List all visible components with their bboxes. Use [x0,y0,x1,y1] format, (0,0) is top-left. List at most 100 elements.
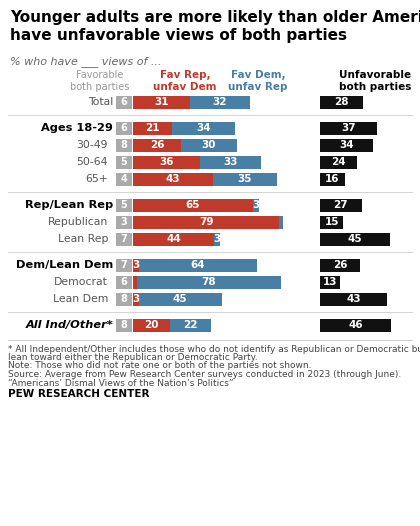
Text: 34: 34 [196,123,210,133]
Text: 8: 8 [121,320,127,330]
Bar [320,292,387,306]
Bar [320,198,362,211]
Bar [133,122,172,135]
Text: 3: 3 [132,294,139,304]
Text: Fav Rep,
unfav Dem: Fav Rep, unfav Dem [153,70,217,92]
Text: 79: 79 [199,217,213,227]
Text: Total: Total [88,97,113,107]
Bar [320,216,343,228]
Text: 26: 26 [333,260,347,270]
Bar [320,156,357,168]
Text: 3: 3 [121,217,127,227]
Bar [116,258,132,271]
Bar [170,319,211,331]
Text: % who have ___ views of ...: % who have ___ views of ... [10,56,161,67]
Text: 35: 35 [238,174,252,184]
Bar [116,319,132,331]
Bar [116,292,132,306]
Text: 6: 6 [121,123,127,133]
Bar [320,232,390,246]
Bar [320,96,363,108]
Text: Democrat: Democrat [54,277,108,287]
Text: 32: 32 [213,97,227,107]
Bar [133,216,279,228]
Text: 31: 31 [155,97,169,107]
Text: 13: 13 [323,277,337,287]
Text: 20: 20 [144,320,159,330]
Text: * All Independent/Other includes those who do not identify as Republican or Demo: * All Independent/Other includes those w… [8,345,420,353]
Text: lean toward either the Republican or Democratic Party.: lean toward either the Republican or Dem… [8,353,257,362]
Bar [136,276,281,288]
Bar [116,276,132,288]
Text: “Americans’ Dismal Views of the Nation’s Politics”: “Americans’ Dismal Views of the Nation’s… [8,379,234,388]
Text: Rep/Lean Rep: Rep/Lean Rep [25,200,113,210]
Text: 7: 7 [121,234,127,244]
Text: 45: 45 [173,294,187,304]
Bar [320,122,377,135]
Text: Lean Rep: Lean Rep [58,234,108,244]
Text: 27: 27 [333,200,348,210]
Bar [116,173,132,186]
Bar [133,138,181,151]
Text: 34: 34 [339,140,354,150]
Text: Unfavorable
both parties: Unfavorable both parties [339,70,411,92]
Text: Lean Dem: Lean Dem [52,294,108,304]
Text: 46: 46 [348,320,363,330]
Text: 15: 15 [324,217,339,227]
Text: 33: 33 [223,157,237,167]
Bar [133,156,200,168]
Text: 7: 7 [121,260,127,270]
Text: 65: 65 [186,200,200,210]
Text: Ages 18-29: Ages 18-29 [41,123,113,133]
Text: 4: 4 [121,174,127,184]
Text: Fav Dem,
unfav Rep: Fav Dem, unfav Rep [228,70,288,92]
Text: 5: 5 [121,200,127,210]
Bar [133,319,170,331]
Bar [116,122,132,135]
Text: 5: 5 [121,157,127,167]
Text: 8: 8 [121,140,127,150]
Text: Favorable
both parties: Favorable both parties [70,70,130,92]
Bar [116,96,132,108]
Bar [133,232,214,246]
Text: 36: 36 [159,157,173,167]
Text: 50-64: 50-64 [76,157,108,167]
Text: 28: 28 [334,97,349,107]
Bar [116,232,132,246]
Bar [253,198,259,211]
Text: 22: 22 [183,320,197,330]
Text: PEW RESEARCH CENTER: PEW RESEARCH CENTER [8,389,150,399]
Text: 44: 44 [166,234,181,244]
Bar [200,156,261,168]
Bar [320,319,391,331]
Text: 8: 8 [121,294,127,304]
Text: 30-49: 30-49 [76,140,108,150]
Bar [133,258,139,271]
Bar [279,216,283,228]
Bar [139,258,257,271]
Bar [116,216,132,228]
Text: Note: Those who did not rate one or both of the parties not shown.: Note: Those who did not rate one or both… [8,361,312,370]
Text: 26: 26 [150,140,164,150]
Text: 16: 16 [325,174,340,184]
Bar [172,122,235,135]
Text: Source: Average from Pew Research Center surveys conducted in 2023 (through June: Source: Average from Pew Research Center… [8,370,401,379]
Bar [139,292,222,306]
Text: 43: 43 [165,174,180,184]
Bar [133,276,137,288]
Text: Republican: Republican [48,217,108,227]
Text: 30: 30 [202,140,216,150]
Text: 6: 6 [121,97,127,107]
Text: 21: 21 [145,123,160,133]
Text: Dem/Lean Dem: Dem/Lean Dem [16,260,113,270]
Text: 3: 3 [213,234,221,244]
Text: 64: 64 [190,260,205,270]
Bar [133,198,253,211]
Bar [213,173,277,186]
Text: 3: 3 [252,200,260,210]
Text: All Ind/Other*: All Ind/Other* [25,320,113,330]
Bar [320,276,340,288]
Bar [190,96,249,108]
Bar [133,96,190,108]
Text: 78: 78 [202,277,216,287]
